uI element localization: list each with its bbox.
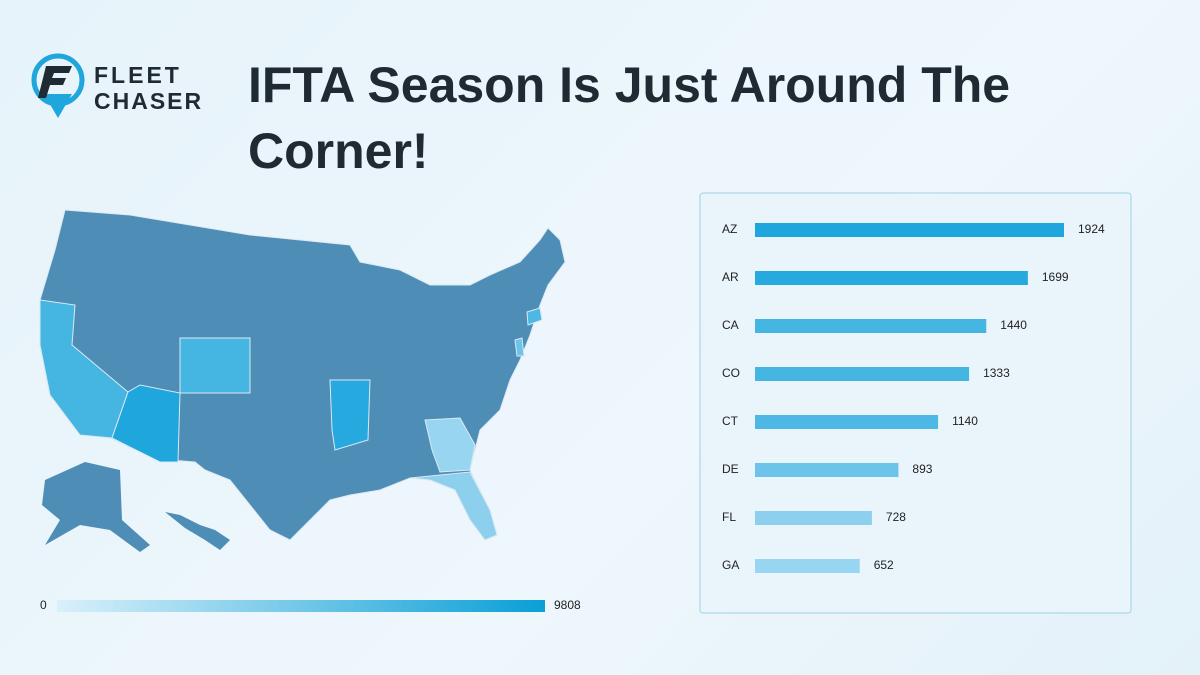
state: [179, 337, 251, 394]
alaska: [42, 462, 150, 552]
value-label: 728: [886, 510, 906, 524]
value-label: 1699: [1042, 270, 1069, 284]
logo-icon: [31, 53, 85, 118]
value-label: 652: [874, 558, 894, 572]
bar: [755, 511, 872, 525]
hawaii: [165, 512, 230, 550]
value-label: 1140: [952, 414, 978, 428]
logo-line: CHASER: [94, 88, 204, 114]
bar: [755, 271, 1028, 285]
state: [329, 379, 371, 451]
logo-line: FLEET: [94, 62, 182, 88]
state: [424, 417, 476, 473]
category-label: CA: [722, 318, 739, 332]
category-label: CT: [722, 414, 739, 428]
bar: [755, 367, 970, 381]
state: [409, 471, 498, 541]
value-label: 1924: [1078, 222, 1105, 236]
value-label: 893: [912, 462, 932, 476]
category-label: DE: [722, 462, 739, 476]
scale-min-label: 0: [40, 598, 47, 612]
state: [111, 384, 181, 463]
scale-max-label: 9808: [554, 598, 581, 612]
bar: [755, 559, 860, 573]
category-label: CO: [722, 366, 740, 380]
category-label: AR: [722, 270, 739, 284]
value-label: 1440: [1000, 318, 1027, 332]
state: [514, 337, 525, 357]
bar-panel: [699, 192, 1132, 614]
color-scale: [57, 600, 545, 612]
value-label: 1333: [983, 366, 1010, 380]
bar: [755, 319, 987, 333]
bar: [755, 463, 899, 477]
bar: [755, 223, 1064, 237]
category-label: AZ: [722, 222, 737, 236]
title: IFTA Season Is Just Around The Corner!: [248, 57, 1011, 179]
logo-text: FLEET CHASER: [94, 62, 203, 114]
state: [526, 307, 543, 326]
bar: [755, 415, 939, 429]
category-label: FL: [722, 510, 736, 524]
category-label: GA: [722, 558, 739, 572]
